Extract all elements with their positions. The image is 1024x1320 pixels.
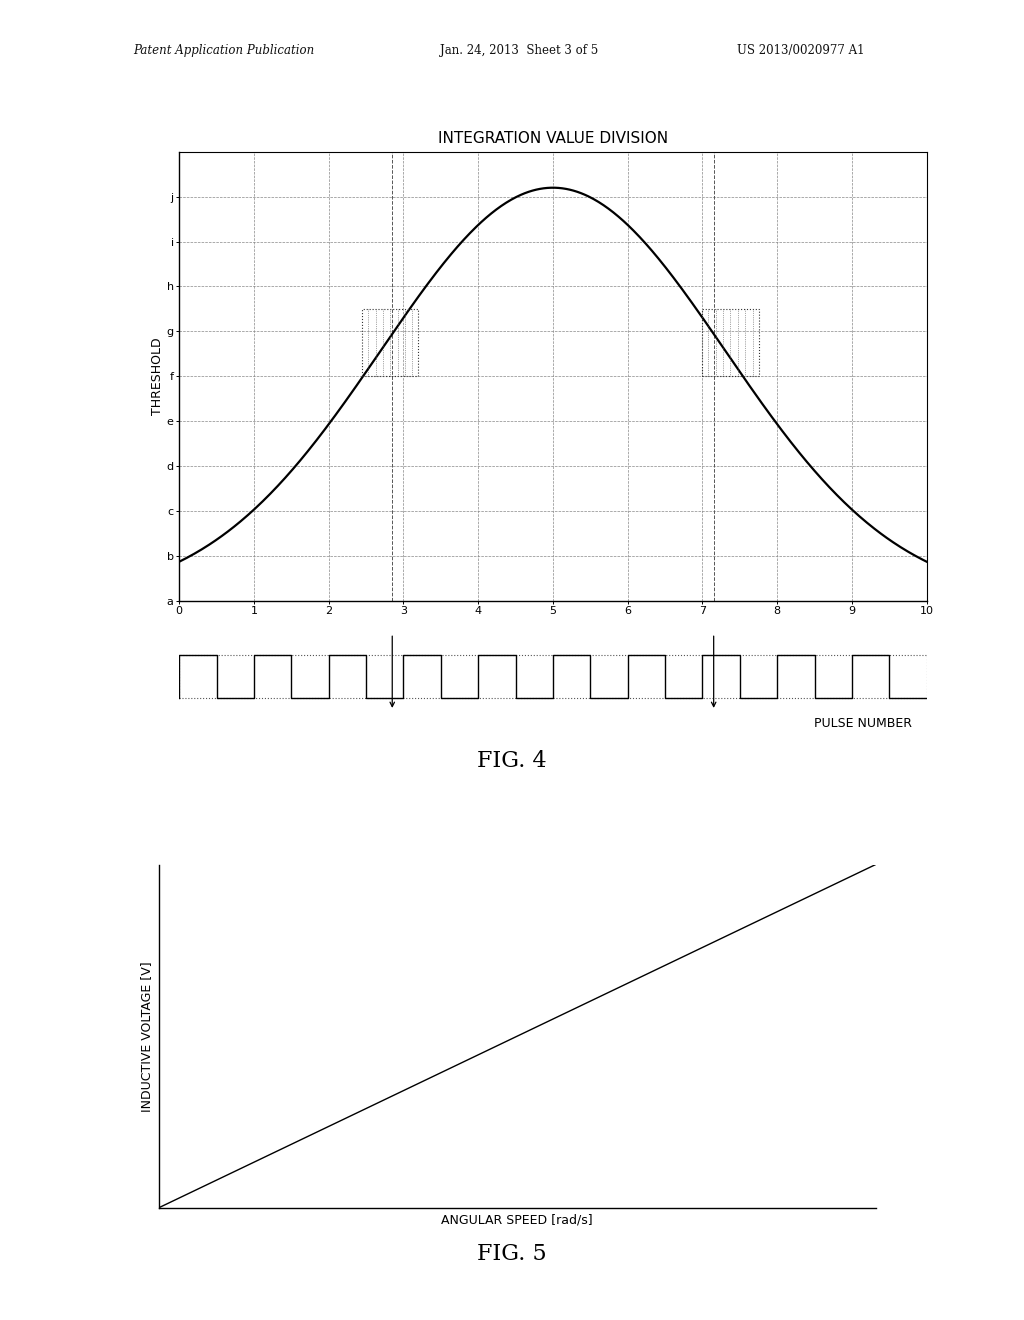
Bar: [702, 309, 759, 376]
Y-axis label: INDUCTIVE VOLTAGE [V]: INDUCTIVE VOLTAGE [V]: [140, 961, 154, 1111]
Text: Jan. 24, 2013  Sheet 3 of 5: Jan. 24, 2013 Sheet 3 of 5: [440, 44, 599, 57]
Y-axis label: THRESHOLD: THRESHOLD: [151, 338, 164, 414]
Text: FIG. 4: FIG. 4: [477, 750, 547, 772]
X-axis label: ANGULAR SPEED [rad/s]: ANGULAR SPEED [rad/s]: [441, 1213, 593, 1226]
Text: Patent Application Publication: Patent Application Publication: [133, 44, 314, 57]
Text: PULSE NUMBER: PULSE NUMBER: [814, 717, 911, 730]
Bar: [362, 309, 419, 376]
Bar: [179, 655, 927, 698]
Title: INTEGRATION VALUE DIVISION: INTEGRATION VALUE DIVISION: [438, 132, 668, 147]
Text: US 2013/0020977 A1: US 2013/0020977 A1: [737, 44, 865, 57]
Text: FIG. 5: FIG. 5: [477, 1243, 547, 1266]
